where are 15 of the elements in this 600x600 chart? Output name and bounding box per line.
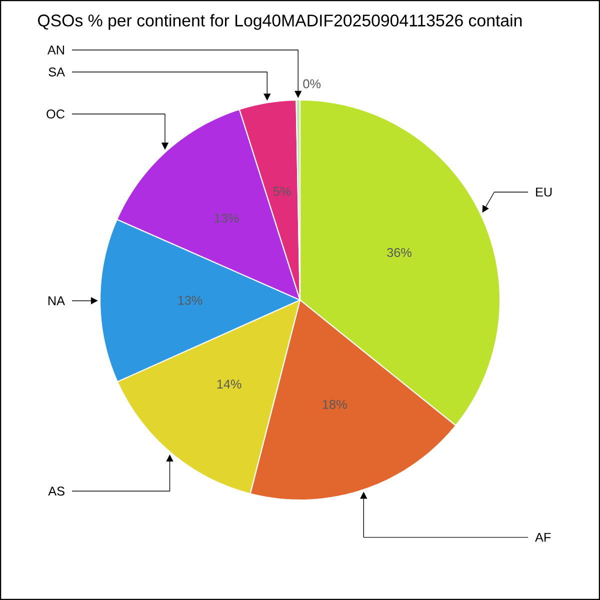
slice-label: NA: [48, 296, 65, 306]
data-label: 14%: [217, 380, 242, 389]
data-label: 13%: [178, 296, 202, 305]
data-label: 36%: [387, 248, 412, 258]
slice-label: SA: [48, 67, 65, 76]
slice-label: AS: [48, 486, 64, 496]
slice-label: AF: [535, 532, 551, 542]
slice-label: EU: [536, 188, 552, 197]
data-label: 5%: [273, 186, 291, 196]
data-label: 0%: [303, 79, 321, 88]
data-label: 13%: [214, 214, 239, 223]
slice-label: OC: [46, 110, 65, 118]
data-label: 18%: [322, 400, 347, 409]
slice-label: AN: [47, 46, 64, 54]
chart-title: QSOs % per continent for Log40MADIF20250904113526 contain: [38, 14, 522, 30]
